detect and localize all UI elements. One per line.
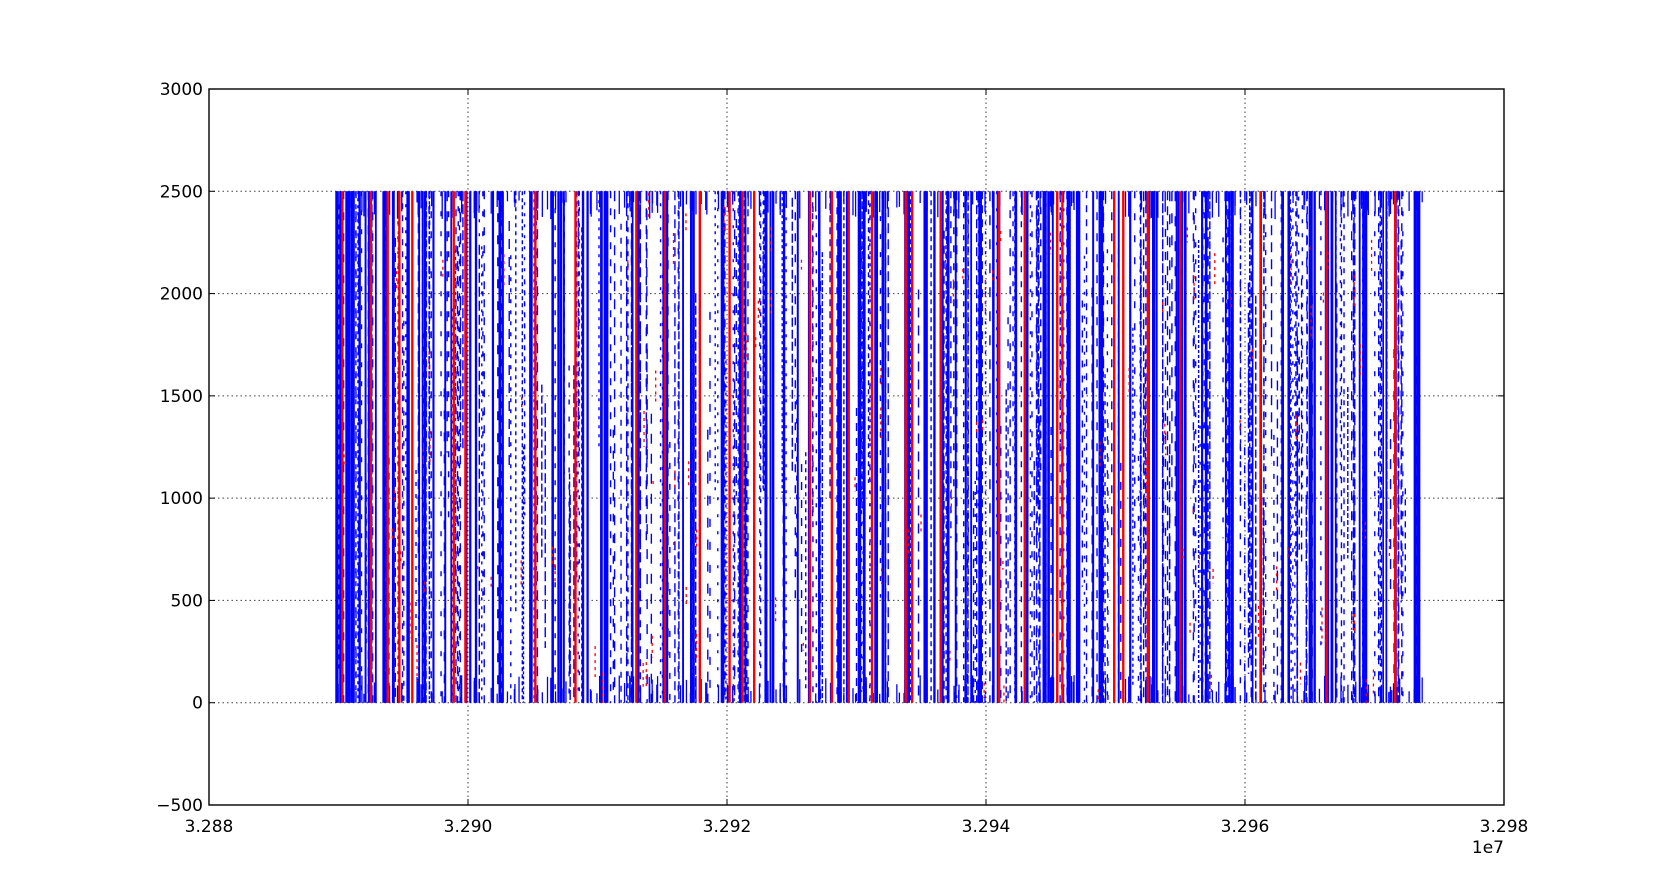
x-tick-label: 3.288 <box>185 817 234 837</box>
x-tick-label: 3.292 <box>703 817 752 837</box>
y-tick-label: 2500 <box>160 182 203 202</box>
plot-area-frame <box>208 88 1505 806</box>
red-series-marks <box>341 191 1397 703</box>
x-tick-label: 3.294 <box>962 817 1011 837</box>
x-tick-label: 3.290 <box>444 817 493 837</box>
y-tick-label: 1500 <box>160 387 203 407</box>
y-tick-label: −500 <box>156 796 203 816</box>
x-tick-label: 3.298 <box>1480 817 1529 837</box>
y-tick-label: 1000 <box>160 489 203 509</box>
y-tick-label: 3000 <box>160 80 203 100</box>
x-tick-labels: 3.288 3.290 3.292 3.294 3.296 3.298 <box>185 817 1529 837</box>
y-tick-label: 0 <box>192 694 203 714</box>
x-tick-label: 3.296 <box>1221 817 1270 837</box>
y-tick-label: 500 <box>171 591 203 611</box>
y-tick-label: 2000 <box>160 285 203 305</box>
y-tick-labels: 3000 2500 2000 1500 1000 500 0 −500 <box>156 80 203 816</box>
x-axis-offset-label: 1e7 <box>1472 838 1504 858</box>
axis-ticks <box>208 88 1505 806</box>
